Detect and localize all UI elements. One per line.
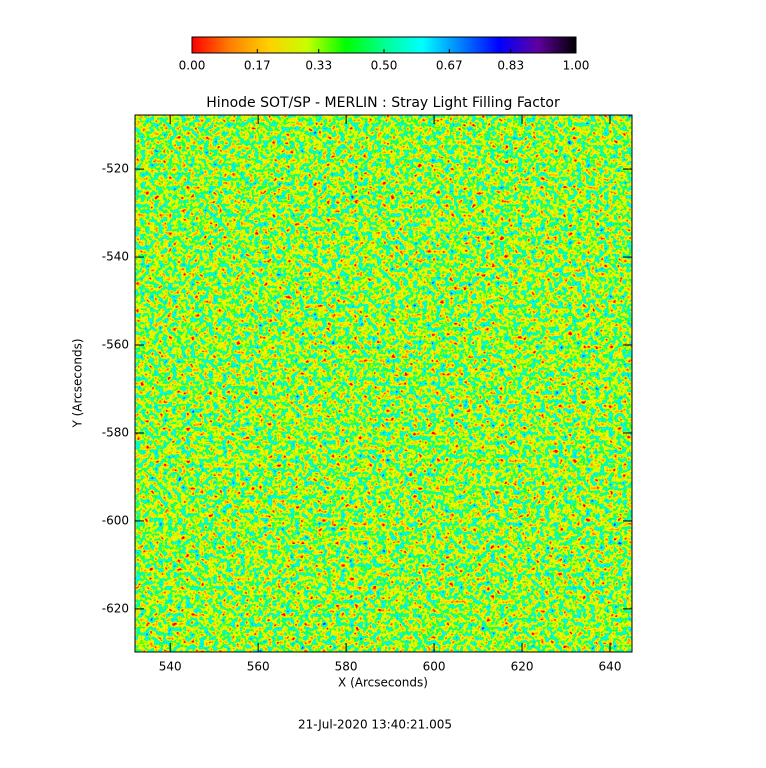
y-tick-label: -540 [102, 250, 129, 264]
x-tick-label: 540 [159, 660, 182, 674]
colorbar-tick-label: 0.33 [305, 59, 332, 73]
colorbar-tick-label: 0.83 [497, 59, 524, 73]
x-tick-label: 620 [511, 660, 534, 674]
y-tick-label: -580 [102, 425, 129, 439]
colorbar-tick-label: 0.67 [436, 59, 463, 73]
timestamp: 21-Jul-2020 13:40:21.005 [298, 718, 452, 732]
y-tick-label: -520 [102, 162, 129, 176]
y-tick-label: -560 [102, 338, 129, 352]
colorbar-tick-label: 0.17 [244, 59, 271, 73]
plot-frame [134, 114, 633, 653]
colorbar-tick-label: 0.50 [371, 59, 398, 73]
x-tick-label: 560 [247, 660, 270, 674]
x-tick-label: 640 [599, 660, 622, 674]
heatmap-image [135, 115, 632, 652]
x-tick-label: 600 [423, 660, 446, 674]
colorbar-tick-label: 0.00 [179, 59, 206, 73]
y-axis-label: Y (Arcseconds) [71, 338, 85, 428]
y-tick-label: -620 [102, 601, 129, 615]
x-tick-label: 580 [335, 660, 358, 674]
x-axis-label: X (Arcseconds) [338, 676, 428, 690]
colorbar-tick-label: 1.00 [563, 59, 590, 73]
chart-title: Hinode SOT/SP - MERLIN : Stray Light Fil… [206, 95, 560, 111]
y-tick-label: -600 [102, 513, 129, 527]
